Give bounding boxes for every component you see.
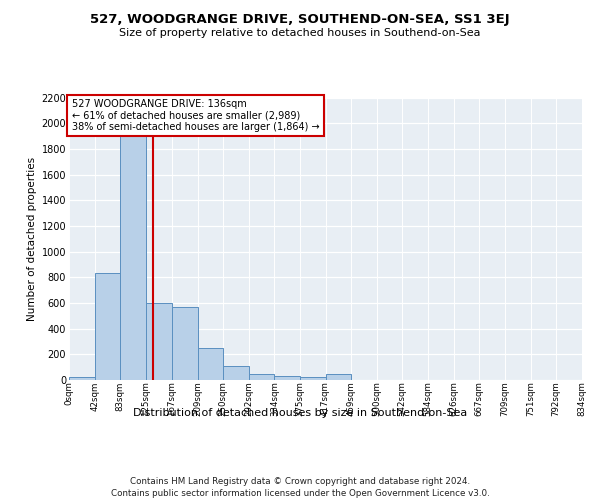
Text: 527 WOODGRANGE DRIVE: 136sqm
← 61% of detached houses are smaller (2,989)
38% of: 527 WOODGRANGE DRIVE: 136sqm ← 61% of de…: [71, 99, 319, 132]
Bar: [120, 134, 146, 380]
Text: Contains public sector information licensed under the Open Government Licence v3: Contains public sector information licen…: [110, 489, 490, 498]
Bar: [274, 376, 299, 380]
Text: 527, WOODGRANGE DRIVE, SOUTHEND-ON-SEA, SS1 3EJ: 527, WOODGRANGE DRIVE, SOUTHEND-ON-SEA, …: [90, 12, 510, 26]
Bar: [95, 274, 120, 380]
Bar: [69, 377, 95, 380]
Bar: [248, 374, 274, 380]
Bar: [325, 374, 352, 380]
Y-axis label: Number of detached properties: Number of detached properties: [28, 156, 37, 321]
Text: Contains HM Land Registry data © Crown copyright and database right 2024.: Contains HM Land Registry data © Crown c…: [130, 478, 470, 486]
Text: Size of property relative to detached houses in Southend-on-Sea: Size of property relative to detached ho…: [119, 28, 481, 38]
Bar: [197, 348, 223, 380]
Bar: [223, 366, 248, 380]
Text: Distribution of detached houses by size in Southend-on-Sea: Distribution of detached houses by size …: [133, 408, 467, 418]
Bar: [299, 377, 325, 380]
Bar: [146, 303, 172, 380]
Bar: [172, 307, 197, 380]
